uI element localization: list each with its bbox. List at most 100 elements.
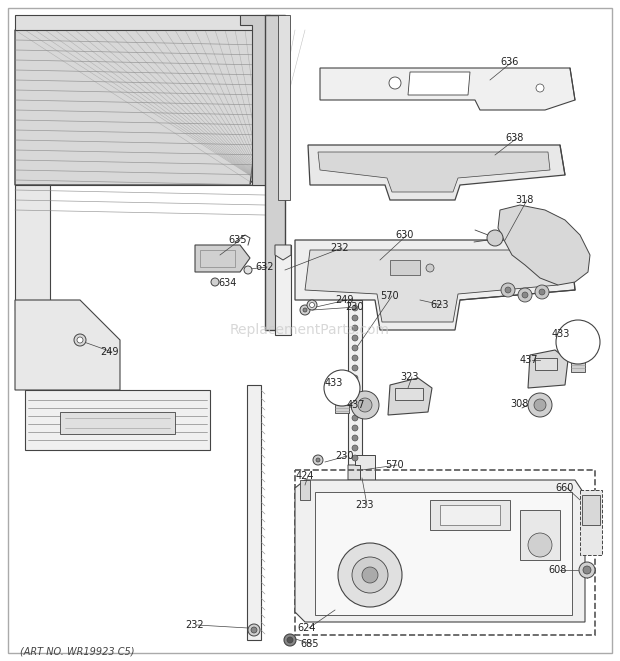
Circle shape	[351, 391, 379, 419]
Text: 249: 249	[335, 295, 353, 305]
Circle shape	[211, 278, 219, 286]
Circle shape	[287, 637, 293, 643]
Text: 437: 437	[347, 400, 366, 410]
Text: 308: 308	[510, 399, 528, 409]
Bar	[335, 403, 349, 413]
Circle shape	[352, 325, 358, 331]
Bar	[295, 470, 595, 635]
Circle shape	[77, 337, 83, 343]
Text: 623: 623	[430, 300, 448, 310]
Circle shape	[352, 355, 358, 361]
Polygon shape	[60, 412, 175, 434]
Text: 233: 233	[355, 500, 373, 510]
Circle shape	[539, 289, 545, 295]
Text: 685: 685	[300, 639, 319, 649]
Bar	[300, 480, 310, 500]
Polygon shape	[15, 30, 270, 185]
Bar	[430, 500, 510, 530]
Circle shape	[324, 370, 360, 406]
Bar	[247, 385, 261, 640]
Circle shape	[338, 543, 402, 607]
Text: 437: 437	[520, 355, 539, 365]
Text: 634: 634	[218, 278, 236, 288]
Polygon shape	[265, 15, 285, 330]
Circle shape	[501, 283, 515, 297]
Polygon shape	[320, 68, 575, 110]
Text: 570: 570	[385, 460, 404, 470]
Circle shape	[352, 435, 358, 441]
Polygon shape	[308, 145, 565, 200]
Text: 232: 232	[330, 243, 348, 253]
Polygon shape	[275, 245, 291, 260]
Circle shape	[362, 567, 378, 583]
Text: 323: 323	[400, 372, 419, 382]
Circle shape	[352, 345, 358, 351]
Circle shape	[518, 288, 532, 302]
Circle shape	[352, 455, 358, 461]
Polygon shape	[295, 480, 585, 622]
Bar	[520, 510, 560, 560]
Text: 230: 230	[345, 302, 363, 312]
Polygon shape	[240, 15, 270, 185]
Circle shape	[583, 566, 591, 574]
Polygon shape	[408, 72, 470, 95]
Text: (ART NO. WR19923 C5): (ART NO. WR19923 C5)	[20, 647, 135, 657]
Polygon shape	[388, 378, 432, 415]
Circle shape	[358, 398, 372, 412]
Text: 433: 433	[325, 378, 343, 388]
Polygon shape	[15, 300, 120, 390]
Text: 608: 608	[548, 565, 567, 575]
Text: 230: 230	[335, 451, 353, 461]
Polygon shape	[15, 185, 50, 310]
Circle shape	[303, 308, 307, 312]
Bar	[390, 260, 420, 275]
Polygon shape	[278, 15, 290, 200]
Circle shape	[522, 292, 528, 298]
Circle shape	[352, 445, 358, 451]
Circle shape	[556, 320, 600, 364]
Circle shape	[251, 627, 257, 633]
Circle shape	[352, 375, 358, 381]
Circle shape	[528, 393, 552, 417]
Circle shape	[352, 365, 358, 371]
Circle shape	[352, 385, 358, 391]
Polygon shape	[295, 240, 575, 330]
Polygon shape	[348, 465, 365, 480]
Polygon shape	[15, 30, 270, 185]
Text: 318: 318	[515, 195, 533, 205]
Circle shape	[316, 458, 320, 462]
Bar	[395, 388, 423, 400]
Circle shape	[352, 335, 358, 341]
Text: 570: 570	[380, 291, 399, 301]
Text: 624: 624	[297, 623, 316, 633]
Circle shape	[248, 624, 260, 636]
Circle shape	[534, 399, 546, 411]
Circle shape	[528, 533, 552, 557]
Circle shape	[352, 315, 358, 321]
Circle shape	[313, 455, 323, 465]
Text: 630: 630	[395, 230, 414, 240]
Circle shape	[352, 395, 358, 401]
Bar	[535, 358, 557, 370]
Text: ReplacementParts.com: ReplacementParts.com	[230, 323, 390, 337]
Bar	[348, 300, 362, 465]
Circle shape	[244, 266, 252, 274]
Text: 635: 635	[228, 235, 247, 245]
Bar	[440, 505, 500, 525]
Circle shape	[352, 425, 358, 431]
Circle shape	[309, 303, 314, 307]
Bar	[200, 250, 235, 267]
Polygon shape	[315, 492, 572, 615]
Circle shape	[352, 305, 358, 311]
Circle shape	[307, 300, 317, 310]
Circle shape	[352, 557, 388, 593]
Text: 424: 424	[296, 471, 314, 481]
Circle shape	[74, 334, 86, 346]
Polygon shape	[528, 350, 568, 388]
Text: 660: 660	[555, 483, 574, 493]
Polygon shape	[15, 15, 270, 30]
Bar	[580, 490, 602, 555]
Polygon shape	[318, 152, 550, 192]
Polygon shape	[195, 245, 250, 272]
Circle shape	[300, 305, 310, 315]
